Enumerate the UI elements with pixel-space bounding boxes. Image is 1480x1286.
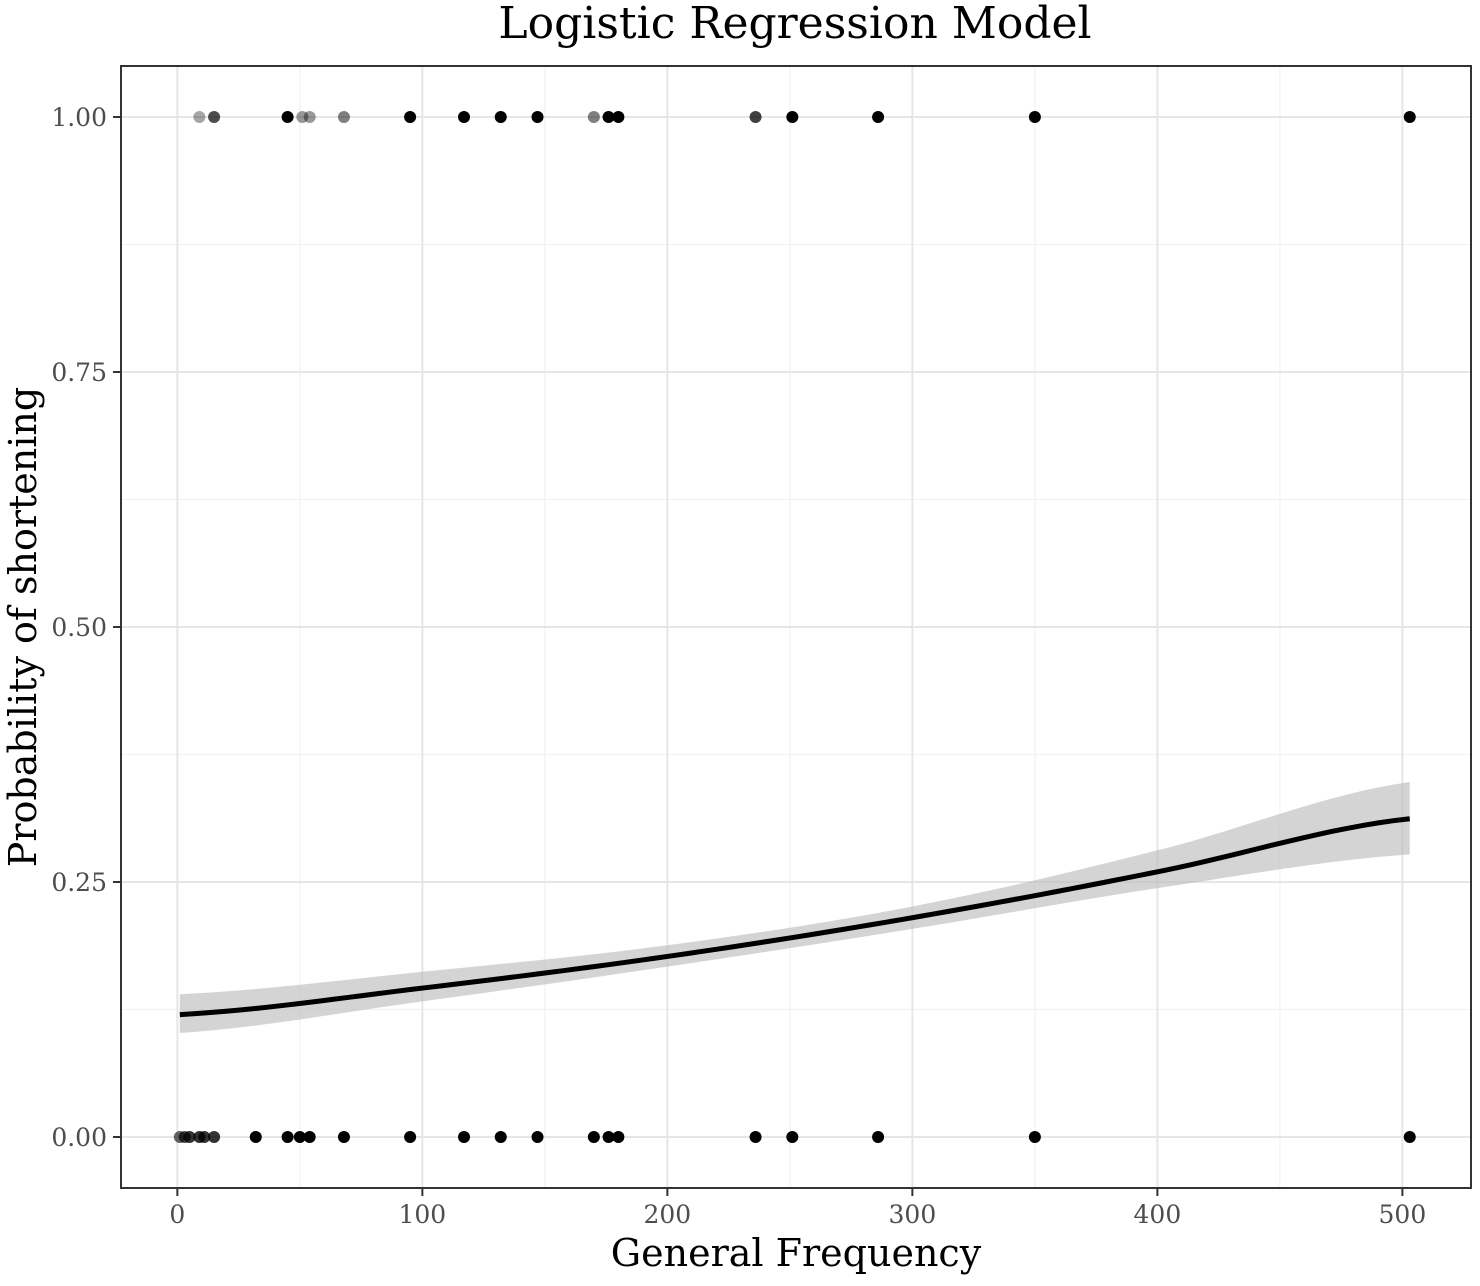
y-tick-label: 0.00 <box>51 1123 107 1152</box>
y-axis-title: Probability of shortening <box>1 387 45 867</box>
x-axis-ticks: 0 100 200 300 400 500 <box>169 1188 1426 1229</box>
data-point-y0 <box>749 1131 762 1143</box>
chart-title: Logistic Regression Model <box>498 0 1091 49</box>
x-tick-label: 300 <box>889 1200 937 1229</box>
data-point-y1 <box>281 111 294 123</box>
x-tick-label: 400 <box>1134 1200 1182 1229</box>
x-tick-label: 200 <box>644 1200 692 1229</box>
x-tick-label: 0 <box>169 1200 185 1229</box>
data-point-y0 <box>249 1131 262 1143</box>
data-point-y0 <box>183 1131 196 1143</box>
data-point-y0 <box>872 1131 885 1143</box>
data-point-y1 <box>458 111 471 123</box>
data-point-y1 <box>193 111 206 123</box>
data-point-y0 <box>198 1131 211 1143</box>
data-point-y0 <box>208 1131 221 1143</box>
y-tick-label: 0.75 <box>51 358 107 387</box>
data-point-y0 <box>458 1131 471 1143</box>
data-point-y1 <box>404 111 417 123</box>
data-point-y1 <box>786 111 799 123</box>
data-point-y0 <box>293 1131 306 1143</box>
x-tick-label: 500 <box>1379 1200 1427 1229</box>
data-point-y1 <box>587 111 600 123</box>
y-tick-label: 1.00 <box>51 103 107 132</box>
y-axis-ticks: 0.00 0.25 0.50 0.75 1.00 <box>51 103 121 1152</box>
x-axis-title: General Frequency <box>611 1231 982 1275</box>
data-point-y0 <box>587 1131 600 1143</box>
data-point-y0 <box>337 1131 350 1143</box>
data-point-y1 <box>612 111 625 123</box>
data-point-y1 <box>303 111 316 123</box>
data-point-y1 <box>208 111 221 123</box>
data-point-y1 <box>1403 111 1416 123</box>
y-tick-label: 0.50 <box>51 613 107 642</box>
data-point-y0 <box>531 1131 544 1143</box>
data-point-y1 <box>296 111 309 123</box>
data-point-y1 <box>531 111 544 123</box>
data-point-y0 <box>281 1131 294 1143</box>
data-point-y1 <box>602 111 615 123</box>
data-point-y0 <box>1403 1131 1416 1143</box>
x-tick-label: 100 <box>399 1200 447 1229</box>
confidence-band-layer <box>179 782 1410 1033</box>
data-point-y0 <box>1028 1131 1041 1143</box>
data-point-y0 <box>404 1131 417 1143</box>
fit-line-layer <box>179 816 1411 1018</box>
data-points-layer <box>173 111 1416 1143</box>
data-point-y1 <box>1028 111 1041 123</box>
data-point-y1 <box>337 111 350 123</box>
y-tick-label: 0.25 <box>51 868 107 897</box>
fitted-curve <box>179 816 1411 1018</box>
data-point-y1 <box>494 111 507 123</box>
data-point-y0 <box>612 1131 625 1143</box>
data-point-y1 <box>749 111 762 123</box>
data-point-y1 <box>872 111 885 123</box>
confidence-ribbon <box>179 782 1410 1033</box>
data-point-y0 <box>494 1131 507 1143</box>
data-point-y0 <box>303 1131 316 1143</box>
data-point-y0 <box>786 1131 799 1143</box>
data-point-y0 <box>602 1131 615 1143</box>
